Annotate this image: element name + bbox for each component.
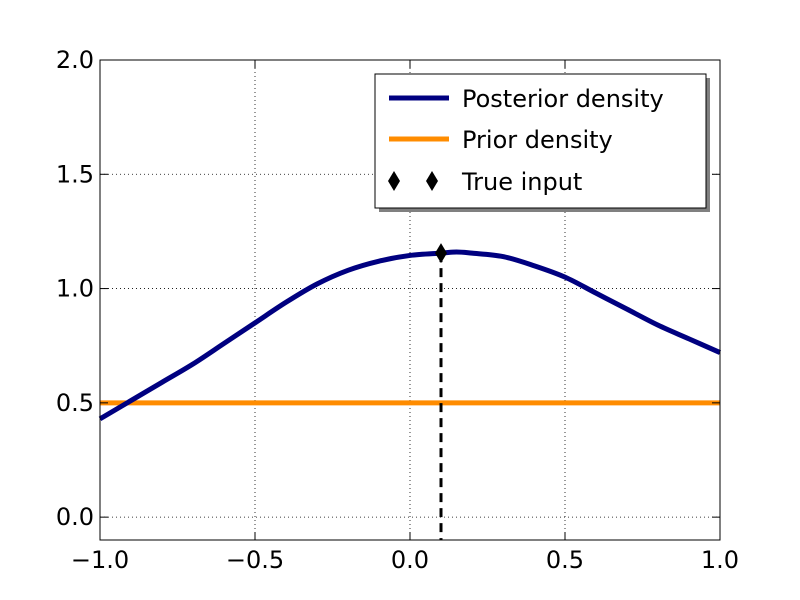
x-tick-label-2: 0.0 — [391, 546, 429, 574]
x-tick-label-4: 1.0 — [701, 546, 739, 574]
legend-label-prior: Prior density — [462, 126, 613, 154]
y-tick-label-3: 1.5 — [56, 160, 94, 188]
series-layer — [98, 243, 722, 540]
legend-handle-true-input-0 — [388, 171, 400, 191]
legend: Posterior density Prior density True input — [374, 73, 710, 212]
x-tick-label-3: 0.5 — [546, 546, 584, 574]
y-tick-label-0: 0.0 — [56, 503, 94, 531]
y-tick-label-4: 2.0 — [56, 46, 94, 74]
x-tick-label-0: −1.0 — [71, 546, 129, 574]
y-tick-label-2: 1.0 — [56, 275, 94, 303]
ticks: −1.0 −0.5 0.0 0.5 1.0 0.0 0.5 1.0 1.5 2.0 — [56, 46, 739, 574]
y-tick-label-1: 0.5 — [56, 389, 94, 417]
legend-label-true-input: True input — [461, 168, 582, 196]
series-posterior-density — [98, 249, 722, 422]
true-input-marker — [435, 243, 447, 264]
legend-handle-true-input-1 — [426, 171, 438, 191]
legend-label-posterior: Posterior density — [462, 85, 664, 113]
x-tick-label-1: −0.5 — [226, 546, 284, 574]
